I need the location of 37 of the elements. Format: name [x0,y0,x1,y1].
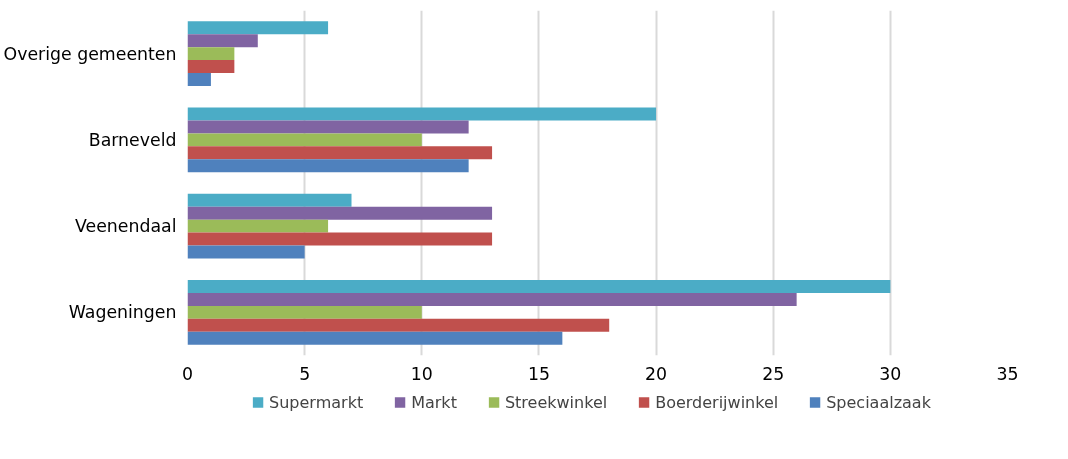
x-tick-label: 35 [996,363,1019,384]
bar [187,21,329,35]
bar [187,305,422,319]
y-tick-label: Veenendaal [74,216,177,237]
bar [187,60,235,74]
bar [187,107,657,121]
x-tick-label: 25 [762,363,785,384]
legend-label: Speciaalzaak [826,392,931,412]
x-tick-label: 0 [181,363,194,384]
x-tick-label: 15 [527,363,550,384]
y-tick-label: Barneveld [88,129,177,150]
x-tick-label: 10 [410,363,433,384]
bar [187,292,797,306]
y-tick-label: Wageningen [68,302,177,323]
x-tick-label: 5 [299,363,311,384]
legend-label: Boerderijwinkel [655,392,779,412]
bar [187,280,891,293]
bar [187,232,493,246]
legend-label: Streekwinkel [504,392,608,412]
bar [187,331,563,345]
x-tick-label: 30 [879,363,902,384]
legend-label: Markt [411,392,457,412]
bar [187,120,469,134]
bar [187,159,469,173]
bar [187,245,305,259]
legend-label: Supermarkt [269,392,364,412]
bar [187,219,329,233]
bar [187,73,211,86]
bar [187,133,422,147]
bar [187,47,235,61]
bar [187,318,610,332]
y-tick-label: Overige gemeenten [3,43,177,64]
x-tick-label: 20 [645,363,668,384]
bar [187,193,352,207]
bar [187,34,258,48]
bar [187,146,493,160]
bar [187,206,493,220]
